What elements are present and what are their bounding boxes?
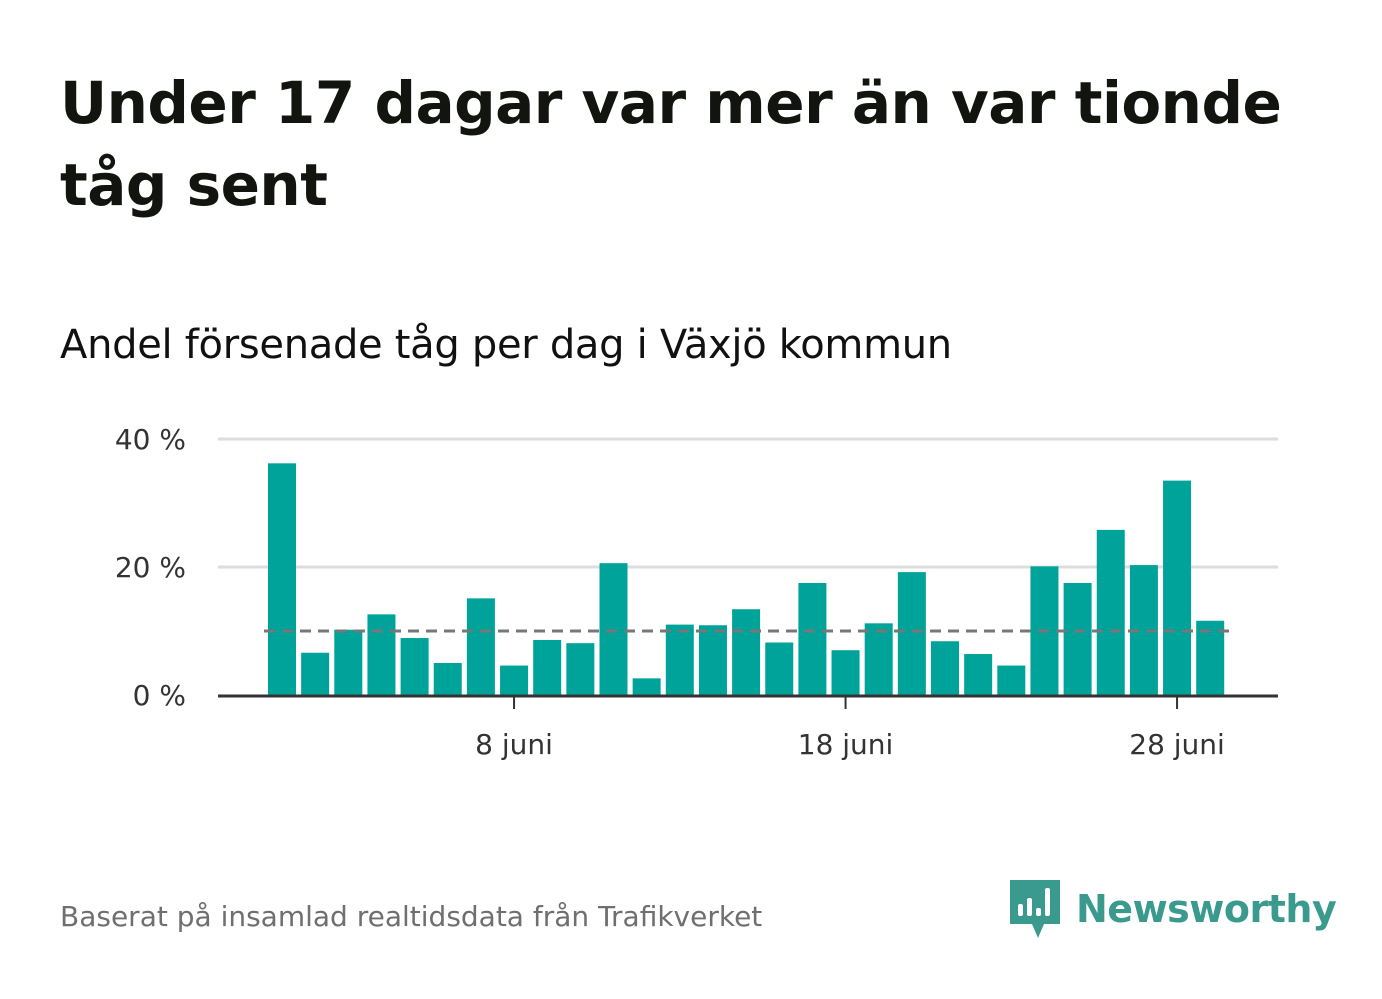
bar: 20 juni: 19.2 % xyxy=(897,572,926,695)
bar: 16 juni: 8.2 % xyxy=(765,642,794,695)
bar: 25 juni: 17.5 % xyxy=(1063,583,1092,695)
x-tick-label: 8 juni xyxy=(475,728,553,761)
bar: 15 juni: 13.4 % xyxy=(732,609,761,695)
bar: 3 juni: 10.2 % xyxy=(334,629,363,695)
y-tick-label: 40 % xyxy=(115,423,186,456)
bar: 23 juni: 4.6 % xyxy=(997,665,1026,695)
chart-subtitle: Andel försenade tåg per dag i Växjö komm… xyxy=(60,322,952,368)
bar-chart-speech-bubble-icon xyxy=(1010,880,1060,938)
brand-name: Newsworthy xyxy=(1076,887,1337,931)
bar: 1 juni: 36.2 % xyxy=(268,463,296,695)
bars: 1 juni: 36.2 %2 juni: 6.6 %3 juni: 10.2 … xyxy=(268,463,1225,695)
newsworthy-logo: Newsworthy xyxy=(1010,878,1337,940)
bar: 7 juni: 15.1 % xyxy=(466,598,495,695)
bar: 4 juni: 12.6 % xyxy=(367,614,396,695)
bar: 12 juni: 2.6 % xyxy=(632,678,661,695)
bar: 9 juni: 8.6 % xyxy=(533,639,562,695)
bar-chart: 0 % 20 % 40 % 1 juni: 36.2 %2 juni: 6.6 %3… xyxy=(115,423,1278,761)
bar: 11 juni: 20.6 % xyxy=(599,563,628,695)
bar: 13 juni: 11 % xyxy=(665,624,694,695)
bar: 14 juni: 10.9 % xyxy=(698,625,727,695)
chart-title: Under 17 dagar var mer än var tionde tåg… xyxy=(60,69,1282,219)
bar: 17 juni: 17.5 % xyxy=(798,583,827,695)
x-tick-label: 18 juni xyxy=(798,728,894,761)
y-tick-label: 20 % xyxy=(115,551,186,584)
source-note: Baserat på insamlad realtidsdata från Tr… xyxy=(60,900,763,933)
bar: 5 juni: 8.9 % xyxy=(400,638,429,695)
bar: 21 juni: 8.4 % xyxy=(931,641,959,695)
bar: 18 juni: 7 % xyxy=(831,650,860,695)
bar: 19 juni: 11.2 % xyxy=(864,623,893,695)
bar: 2 juni: 6.6 % xyxy=(301,652,330,695)
bar: 29 juni: 11.6 % xyxy=(1196,620,1225,695)
bar: 10 juni: 8.1 % xyxy=(566,643,595,695)
y-tick-label: 0 % xyxy=(133,679,186,712)
bar: 28 juni: 33.5 % xyxy=(1163,480,1192,695)
bar: 8 juni: 4.6 % xyxy=(500,665,529,695)
y-axis-ticks: 0 % 20 % 40 % xyxy=(115,423,186,712)
bar: 22 juni: 6.4 % xyxy=(964,654,993,695)
x-axis: 8 juni 18 juni 28 juni xyxy=(218,694,1278,761)
x-tick-label: 28 juni xyxy=(1129,728,1225,761)
bar: 6 juni: 5 % xyxy=(433,663,462,695)
bar: 26 juni: 25.8 % xyxy=(1096,529,1125,695)
